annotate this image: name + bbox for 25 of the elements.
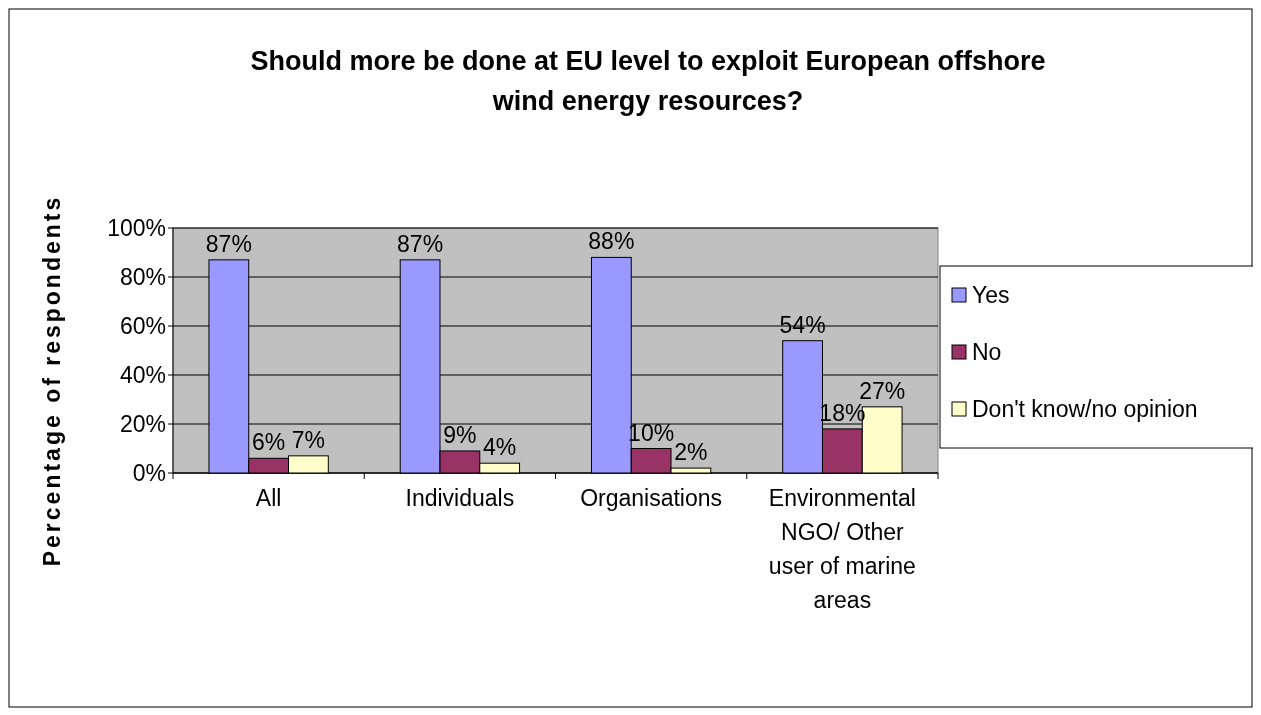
y-tick-label: 40% [119, 362, 166, 389]
chart-title: Should more be done at EU level to exploit European offshore wind energy resources? [250, 46, 1046, 116]
data-label: 88% [588, 228, 635, 255]
data-label: 54% [779, 311, 826, 338]
data-label: 9% [443, 421, 477, 448]
data-label: 2% [674, 439, 708, 466]
x-tick-label: Organisations [580, 485, 723, 511]
data-label: 87% [205, 230, 252, 257]
y-tick-label: 100% [107, 215, 166, 242]
y-tick-label: 20% [119, 411, 166, 438]
legend-label: Yes [972, 282, 1010, 309]
y-tick-label: 0% [132, 460, 166, 487]
data-label: 87% [397, 230, 444, 257]
x-tick-label: Individuals [405, 485, 515, 511]
y-tick-label: 80% [119, 264, 166, 291]
data-label: 6% [252, 429, 286, 456]
y-tick-label: 60% [119, 313, 166, 340]
data-label: 4% [483, 434, 517, 461]
x-tick-label: All [255, 485, 282, 511]
data-label: 7% [291, 426, 326, 453]
legend-label: Don't know/no opinion [972, 396, 1198, 423]
data-label: 27% [859, 377, 906, 404]
y-axis-title: Percentage of respondents [39, 194, 65, 567]
legend-label: No [972, 339, 1002, 366]
x-tick-label: Environmental NGO/ Other user of marine areas [768, 485, 916, 613]
